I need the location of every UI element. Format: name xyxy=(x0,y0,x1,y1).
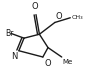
Text: Me: Me xyxy=(63,59,73,65)
Text: O: O xyxy=(32,2,38,11)
Text: Br: Br xyxy=(5,29,14,38)
Text: O: O xyxy=(44,59,51,68)
Text: N: N xyxy=(11,52,17,61)
Text: O: O xyxy=(56,12,62,21)
Text: CH₃: CH₃ xyxy=(71,15,83,20)
